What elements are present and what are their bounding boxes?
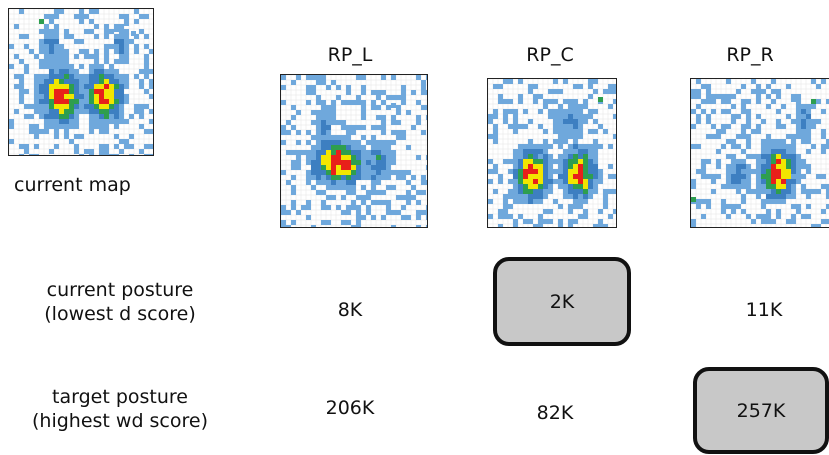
current-posture-row-label: current posture (lowest d score) bbox=[0, 278, 240, 326]
rp-c-current-score: 2K bbox=[549, 290, 575, 313]
rp-l-target-score: 206K bbox=[325, 397, 375, 419]
rp-c-current-score-highlight: 2K bbox=[493, 257, 631, 346]
rp-l-pressure-heatmap bbox=[281, 75, 427, 227]
current-posture-sublabel: (lowest d score) bbox=[44, 303, 196, 325]
rp-r-target-score-highlight: 257K bbox=[693, 367, 829, 454]
column-header-rp-r: RP_R bbox=[726, 44, 774, 66]
target-posture-label: target posture bbox=[52, 386, 188, 408]
rp-c-map-image bbox=[487, 78, 617, 228]
rp-l-current-score: 8K bbox=[337, 299, 363, 321]
current-posture-label: current posture bbox=[46, 279, 194, 301]
rp-r-target-score: 257K bbox=[736, 399, 786, 422]
rp-c-pressure-heatmap bbox=[488, 79, 616, 227]
rp-r-map-image bbox=[690, 78, 829, 228]
current-map-image bbox=[8, 8, 154, 156]
target-posture-row-label: target posture (highest wd score) bbox=[0, 385, 240, 433]
column-header-rp-c: RP_C bbox=[526, 44, 574, 66]
column-header-rp-l: RP_L bbox=[327, 44, 373, 66]
rp-r-pressure-heatmap bbox=[691, 79, 829, 227]
rp-c-target-score: 82K bbox=[536, 402, 574, 424]
rp-l-map-image bbox=[280, 74, 428, 228]
current-map-caption: current map bbox=[14, 174, 131, 196]
rp-r-current-score: 11K bbox=[745, 299, 783, 321]
target-posture-sublabel: (highest wd score) bbox=[31, 410, 209, 432]
current-pressure-heatmap bbox=[9, 9, 153, 155]
